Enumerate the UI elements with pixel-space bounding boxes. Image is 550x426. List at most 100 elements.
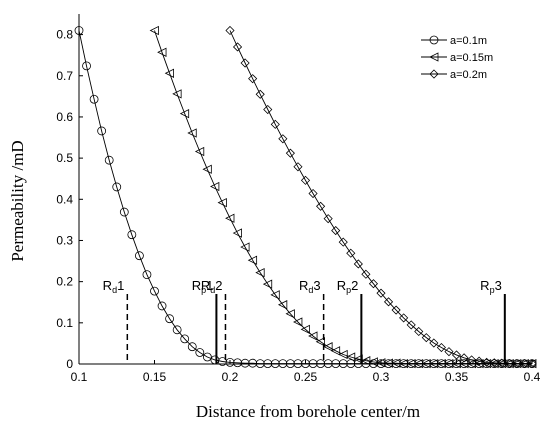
data-point	[164, 68, 175, 78]
data-point	[361, 269, 371, 279]
data-point	[331, 359, 341, 368]
data-point	[444, 347, 454, 357]
data-point	[346, 359, 356, 368]
y-tick-label: 0.2	[56, 275, 73, 289]
data-point	[353, 359, 363, 368]
data-point	[293, 317, 303, 327]
data-point	[308, 331, 318, 341]
marker-label-rp3: Rp3	[480, 278, 502, 295]
data-point	[157, 301, 167, 311]
x-axis-ticks: 0.1 0.15 0.2 0.25 0.3 0.35 0.4	[71, 360, 541, 384]
data-point	[429, 338, 439, 348]
y-tick-label: 0.3	[56, 233, 73, 247]
data-point	[165, 314, 175, 324]
data-point	[179, 108, 190, 119]
data-point	[451, 350, 462, 360]
data-point	[459, 353, 469, 363]
data-point	[217, 197, 227, 208]
data-point	[202, 352, 212, 362]
data-point	[82, 61, 91, 71]
data-point	[436, 342, 446, 353]
data-point	[240, 242, 250, 252]
data-point	[277, 300, 288, 310]
data-point	[89, 94, 99, 104]
data-point	[225, 213, 235, 223]
y-tick-label: 0.8	[56, 28, 73, 42]
data-point	[338, 237, 348, 247]
data-point	[255, 359, 265, 368]
marker-label-rp1: Rp1	[192, 278, 214, 295]
data-point	[104, 155, 114, 165]
data-point	[512, 359, 522, 369]
data-point	[285, 309, 295, 319]
y-tick-label: 0.6	[56, 110, 73, 124]
data-point	[248, 74, 258, 84]
data-point	[74, 26, 84, 35]
data-point	[278, 359, 288, 368]
data-point	[391, 305, 401, 315]
data-point	[361, 356, 371, 366]
data-point	[150, 286, 159, 296]
x-tick-label: 0.1	[71, 370, 88, 384]
data-point	[255, 89, 265, 99]
series-line	[154, 30, 532, 365]
data-point	[194, 146, 205, 157]
data-point	[225, 25, 235, 36]
data-point	[157, 47, 167, 57]
data-point	[368, 279, 379, 289]
data-point	[240, 58, 250, 68]
data-point	[489, 358, 499, 368]
y-tick-label: 0	[66, 357, 73, 371]
data-point	[368, 357, 378, 367]
data-point	[315, 337, 326, 347]
data-point	[232, 228, 242, 238]
data-point	[255, 267, 265, 278]
data-point	[97, 126, 107, 136]
y-tick-label: 0.1	[56, 316, 73, 330]
legend-marker	[429, 35, 439, 45]
data-point	[180, 334, 190, 344]
data-point	[293, 162, 303, 172]
y-axis-title: Permeability /mD	[8, 140, 27, 261]
data-point	[316, 359, 326, 368]
x-tick-label: 0.25	[294, 370, 318, 384]
data-point	[330, 346, 341, 356]
data-point	[345, 352, 356, 362]
data-point	[497, 358, 507, 368]
data-point	[301, 359, 310, 368]
data-point	[474, 356, 484, 366]
series-line	[229, 30, 532, 365]
x-axis-title: Distance from borehole center/m	[196, 402, 420, 421]
data-point	[172, 89, 182, 99]
data-point	[119, 207, 129, 217]
data-point	[263, 359, 273, 368]
data-point	[519, 359, 530, 369]
x-tick-label: 0.35	[445, 370, 469, 384]
legend: a=0.1m a=0.15m a=0.2m	[416, 28, 534, 92]
data-point	[134, 251, 144, 261]
data-point	[270, 290, 280, 300]
data-point	[225, 357, 235, 367]
series-group	[74, 25, 537, 369]
data-point	[263, 104, 273, 115]
data-point	[406, 320, 416, 330]
data-point	[308, 188, 318, 199]
y-axis-ticks: 0 0.1 0.2 0.3 0.4 0.5 0.6 0.7 0.8	[56, 28, 83, 371]
data-point	[240, 358, 250, 368]
data-point	[195, 348, 205, 357]
data-point	[285, 148, 295, 158]
data-point	[233, 358, 242, 368]
x-tick-label: 0.3	[373, 370, 390, 384]
marker-label-rp2: Rp2	[337, 278, 359, 295]
data-point	[202, 164, 212, 174]
data-point	[127, 230, 137, 240]
data-point	[172, 325, 182, 335]
data-point	[308, 359, 318, 368]
marker-label-rd1: Rd1	[103, 278, 125, 295]
data-point	[482, 357, 492, 367]
data-point	[278, 134, 288, 144]
data-point	[187, 342, 197, 352]
series-3	[225, 25, 537, 369]
